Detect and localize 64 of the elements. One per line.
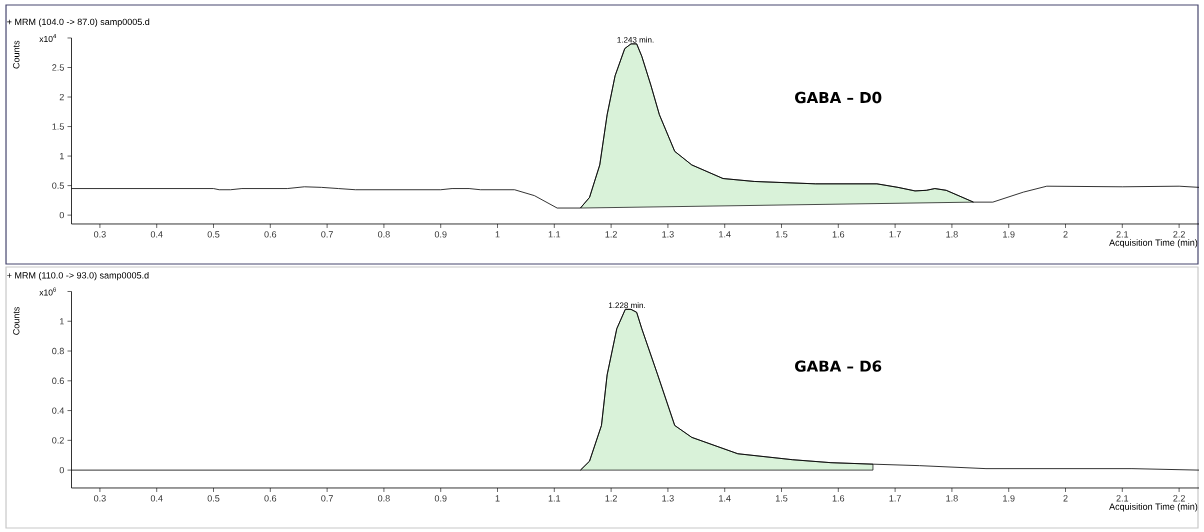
y-tick-label: 1 <box>59 152 64 160</box>
x-tick-label: 2.2 <box>1173 495 1185 502</box>
chart-title: + MRM (110.0 -> 93.0) samp0005.d <box>7 271 149 281</box>
x-tick-label: 1.9 <box>1003 495 1015 502</box>
x-tick-label: 1.1 <box>548 495 561 502</box>
x-tick-label: 0.4 <box>150 231 163 238</box>
x-tick-label: 1.7 <box>889 495 901 502</box>
x-tick-label: 1.3 <box>662 231 674 238</box>
x-tick-label: 1.5 <box>775 495 788 502</box>
y-tick-label: 0.4 <box>52 407 65 414</box>
text: x10$^{4}$ <box>39 33 57 42</box>
x-tick-label: 0.7 <box>321 231 333 238</box>
x-tick-label: 1.7 <box>889 231 901 238</box>
annotation: GABA – D6 <box>795 360 882 372</box>
x-tick-label: 1 <box>495 231 500 238</box>
y-axis-title: Counts <box>13 307 20 335</box>
x-tick-label: 0.5 <box>207 495 220 502</box>
x-tick-label: 1.6 <box>832 231 845 238</box>
x-tick-label: 2 <box>1063 231 1068 238</box>
x-tick-label: 1.5 <box>775 231 788 238</box>
x-tick-label: 1.4 <box>719 231 731 238</box>
x-tick-label: 1.8 <box>946 495 958 502</box>
x-tick-label: 0.8 <box>378 231 390 238</box>
x-tick-label: 0.5 <box>207 231 220 238</box>
y-tick-label: 0.8 <box>52 347 64 355</box>
x-tick-label: 1.4 <box>719 495 731 502</box>
y-axis-title: Counts <box>13 40 20 69</box>
x-tick-label: 1 <box>495 495 500 502</box>
y-tick-label: 0 <box>59 211 64 219</box>
x-tick-label: 0.4 <box>150 495 163 502</box>
x-axis-title: Acquisition Time (min) <box>1109 239 1198 248</box>
x-tick-label: 2.1 <box>1116 231 1129 238</box>
y-tick-label: 0.2 <box>52 437 64 444</box>
x-axis-title: Acquisition Time (min) <box>1109 503 1198 512</box>
x-tick-label: 0.7 <box>321 495 333 502</box>
x-tick-label: 0.3 <box>94 231 106 238</box>
x-tick-label: 0.3 <box>94 495 106 502</box>
x-tick-label: 0.9 <box>434 495 447 502</box>
text: x10$^{6}$ <box>39 287 57 296</box>
x-tick-label: 0.9 <box>434 231 447 238</box>
annotation: 1.228 min. <box>608 302 645 309</box>
x-tick-label: 1.2 <box>605 495 617 502</box>
x-tick-label: 2.2 <box>1173 231 1185 238</box>
x-tick-label: 0.8 <box>378 495 390 502</box>
x-tick-label: 1.1 <box>548 231 561 238</box>
y-tick-label: 0 <box>59 466 64 474</box>
y-tick-label: 1.5 <box>52 123 64 130</box>
x-tick-label: 1.3 <box>662 495 674 502</box>
y-tick-label: 0.6 <box>52 377 64 384</box>
x-tick-label: 0.6 <box>264 495 277 502</box>
x-tick-label: 2.1 <box>1116 495 1129 502</box>
y-tick-label: 1 <box>59 318 64 325</box>
x-tick-label: 1.6 <box>832 495 845 502</box>
annotation: 1.243 min. <box>617 36 654 43</box>
x-tick-label: 1.9 <box>1003 231 1015 238</box>
annotation: GABA – D0 <box>795 91 882 104</box>
x-tick-label: 1.2 <box>605 231 617 238</box>
x-tick-label: 0.6 <box>264 231 277 238</box>
x-tick-label: 2 <box>1063 495 1068 502</box>
y-tick-label: 0.5 <box>52 182 64 189</box>
x-tick-label: 1.8 <box>946 231 958 238</box>
y-tick-label: 2.5 <box>52 64 64 71</box>
chart-title: + MRM (104.0 -> 87.0) samp0005.d <box>7 18 150 27</box>
y-tick-label: 2 <box>59 93 64 101</box>
